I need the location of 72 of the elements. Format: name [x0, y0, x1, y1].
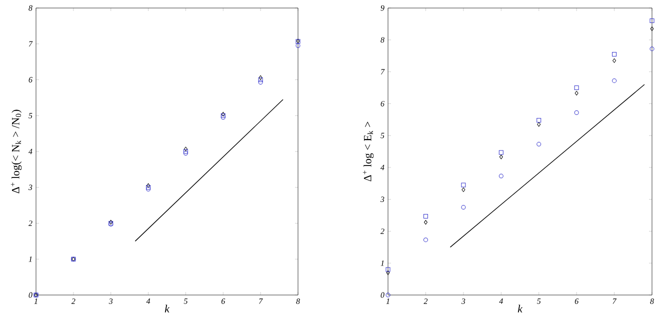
y-tick-label: 7 [28, 41, 33, 46]
x-axis-title: k [164, 304, 170, 312]
y-tick-label: 0 [380, 292, 384, 298]
point [386, 270, 390, 275]
point [183, 151, 188, 156]
point [499, 154, 503, 160]
x-tick-label: 2 [424, 298, 428, 304]
y-tick-label: 6 [380, 100, 384, 106]
y-tick-label: 2 [28, 220, 32, 226]
point [574, 110, 579, 115]
point [536, 142, 542, 146]
point [461, 182, 466, 188]
y-tick-label: 3 [380, 196, 384, 202]
y-tick-label: 7 [380, 69, 385, 74]
x-tick-label: 8 [650, 298, 654, 304]
x-tick-label: 5 [536, 298, 541, 304]
x-tick-label: 4 [499, 298, 503, 304]
x-tick-label: 4 [146, 298, 150, 304]
y-tick-label: 4 [28, 148, 32, 154]
x-tick-label: 3 [461, 298, 466, 304]
y-tick-label: 8 [380, 37, 384, 43]
point [220, 115, 226, 120]
point [650, 26, 654, 31]
y-tick-label: 3 [28, 184, 32, 190]
point [536, 118, 542, 123]
y-tick-label: 2 [380, 228, 384, 234]
y-tick-label: 5 [28, 112, 32, 118]
point [574, 85, 579, 90]
point [258, 75, 262, 80]
x-tick-label: 2 [71, 298, 76, 304]
point [461, 205, 466, 210]
point [386, 292, 390, 298]
y-tick-label: 8 [28, 5, 32, 11]
x-tick-label: 8 [296, 298, 300, 304]
point [574, 90, 578, 96]
y-tick-label: 1 [380, 260, 384, 266]
point [258, 78, 263, 82]
x-tick-label: 7 [259, 298, 263, 304]
point [612, 78, 617, 83]
point [423, 214, 428, 218]
y-tick-label: 5 [380, 132, 384, 138]
x-tick-label: 1 [386, 298, 390, 304]
x-axis-title: k [518, 304, 523, 312]
y-axis-title: Δ$^{+}$ log < E$_{k}$ > [362, 122, 374, 182]
y-tick-label: 4 [380, 164, 384, 170]
x-tick-label: 6 [221, 298, 226, 304]
x-tick-label: 1 [34, 298, 38, 304]
point [184, 146, 188, 152]
point [296, 43, 300, 48]
point [462, 188, 466, 192]
point [612, 58, 616, 63]
point [108, 222, 114, 227]
y-tick-label: 1 [28, 256, 32, 262]
y-tick-label: 6 [28, 77, 32, 82]
point [498, 174, 504, 178]
point [498, 150, 504, 155]
point [650, 46, 654, 52]
x-tick-label: 3 [108, 298, 113, 304]
point [537, 122, 541, 127]
point [424, 220, 428, 225]
point [258, 80, 263, 85]
point [423, 238, 428, 242]
x-tick-label: 6 [574, 298, 579, 304]
point [650, 18, 654, 24]
point [612, 52, 617, 56]
y-axis-title: Δ$^{+}$ log(< N$_{k}$ > /N$_{0}$) [10, 110, 22, 194]
x-tick-label: 5 [184, 298, 188, 304]
point [183, 149, 188, 154]
y-tick-label: 9 [380, 5, 384, 11]
point [386, 267, 390, 272]
x-tick-label: 7 [612, 298, 617, 304]
y-tick-label: 0 [28, 292, 32, 298]
